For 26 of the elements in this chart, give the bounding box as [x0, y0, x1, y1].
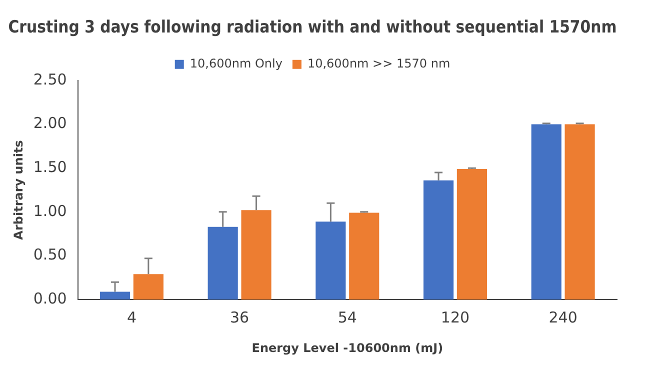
x-tick-label: 120 [440, 308, 470, 326]
y-tick-label: 0.00 [33, 289, 67, 308]
y-tick-label: 1.00 [33, 202, 67, 220]
x-tick-label: 36 [230, 308, 250, 326]
y-tick-label: 1.50 [33, 158, 67, 176]
x-tick-label: 4 [126, 308, 136, 326]
bar [133, 274, 164, 300]
bar [316, 222, 346, 300]
y-axis-title: Arbitrary units [11, 140, 26, 240]
legend-label: 10,600nm Only [190, 56, 282, 71]
bar [241, 210, 272, 300]
bar [349, 212, 380, 300]
bar [208, 226, 238, 300]
legend-label: 10,600nm >> 1570 nm [307, 56, 450, 71]
chart-title: Crusting 3 days following radiation with and without sequential 1570nm [8, 16, 617, 37]
bar [456, 168, 487, 300]
x-tick-label: 54 [338, 308, 357, 326]
y-tick-label: 2.00 [33, 114, 67, 132]
bar [564, 124, 595, 300]
y-tick-label: 2.50 [33, 70, 67, 88]
x-tick-label: 240 [548, 308, 578, 326]
x-axis-title: Energy Level -10600nm (mJ) [252, 340, 444, 355]
y-tick-label: 0.50 [33, 246, 67, 264]
bar [100, 292, 130, 300]
bar [423, 180, 454, 300]
bar [531, 124, 562, 300]
